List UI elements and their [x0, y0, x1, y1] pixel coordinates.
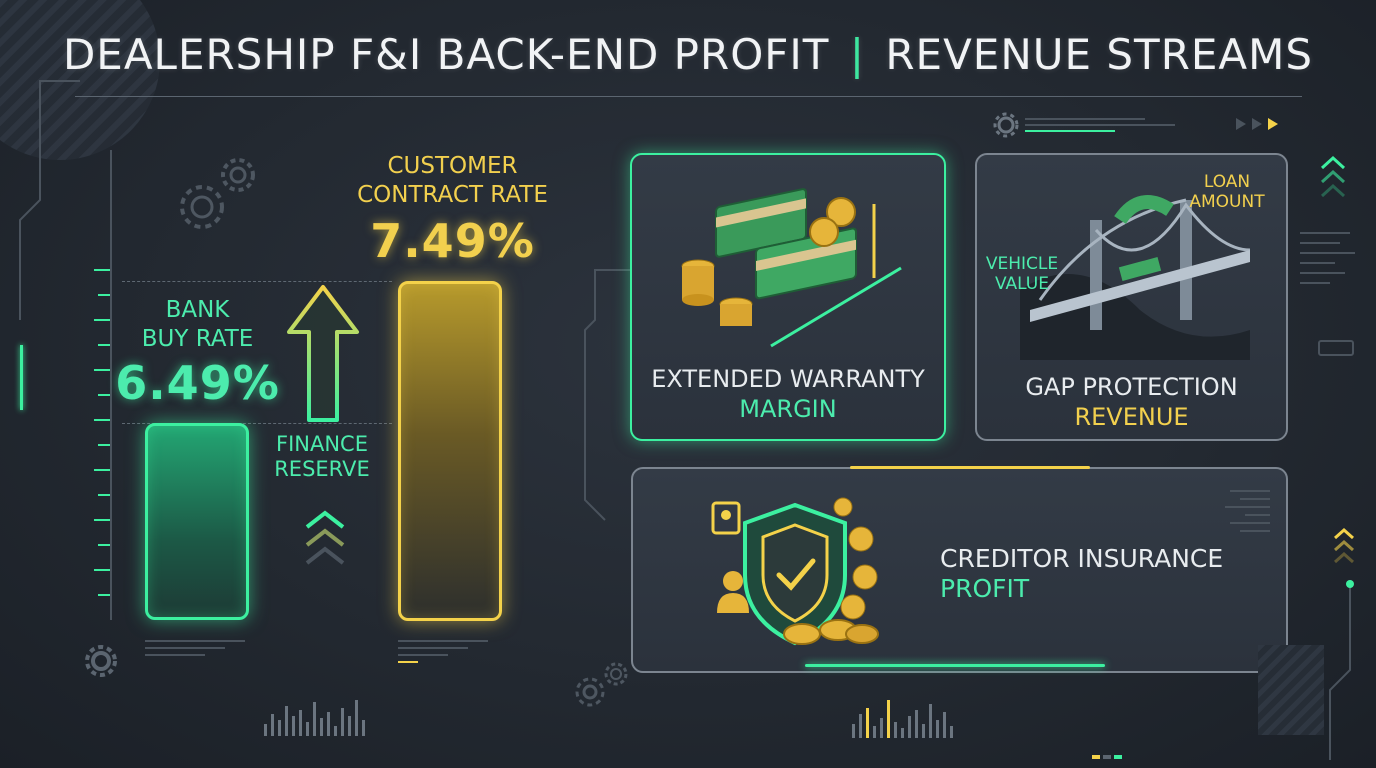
finance-reserve-arrow-icon [285, 284, 361, 428]
mini-bar-graph-decoration [852, 700, 957, 740]
card-lines-decoration [1220, 490, 1270, 538]
finance-reserve-label-line2: RESERVE [274, 457, 370, 481]
shield-check-icon [705, 495, 885, 659]
customer-contract-rate-label: CUSTOMER CONTRACT RATE [345, 152, 560, 210]
customer-contract-rate-label-line2: CONTRACT RATE [357, 182, 548, 208]
loan-amount-label: LOAN AMOUNT [1182, 172, 1272, 212]
extended-warranty-label: EXTENDED WARRANTY MARGIN [630, 364, 946, 424]
money-stack-icon [676, 186, 906, 360]
play-arrow-icon [1236, 116, 1286, 136]
gear-icon [572, 660, 632, 714]
title-part2: REVENUE STREAMS [885, 30, 1314, 79]
customer-contract-rate-label-line1: CUSTOMER [387, 153, 518, 179]
loan-amount-line2: AMOUNT [1189, 192, 1265, 212]
vehicle-value-line1: VEHICLE [985, 254, 1059, 274]
person-icon [717, 571, 749, 613]
status-dots-decoration [1092, 744, 1132, 759]
chevron-up-icon [303, 505, 347, 579]
finance-reserve-label: FINANCE RESERVE [262, 432, 382, 482]
tick-marks-decoration [94, 269, 110, 596]
chevron-up-icon [1332, 526, 1356, 570]
finance-reserve-label-line1: FINANCE [276, 432, 368, 456]
card-accent-bottom [805, 664, 1105, 667]
chart-footer-decoration [398, 640, 508, 663]
gap-protection-line2: REVENUE [1074, 403, 1189, 431]
vehicle-value-label: VEHICLE VALUE [980, 254, 1064, 294]
title-underline [75, 96, 1302, 97]
gear-icon [993, 112, 1019, 142]
creditor-insurance-card [631, 467, 1288, 673]
bank-buy-rate-label-line2: BUY RATE [141, 326, 254, 352]
coin-stack-icon [778, 612, 888, 656]
creditor-insurance-line2: PROFIT [940, 574, 1030, 603]
extended-warranty-line2: MARGIN [739, 395, 837, 423]
mini-bar-graph-decoration [264, 700, 369, 740]
chart-footer-decoration [145, 640, 255, 656]
hatch-decoration [1258, 645, 1324, 735]
gear-icon [84, 644, 118, 682]
bank-buy-rate-label: BANK BUY RATE [110, 296, 285, 354]
title-part1: DEALERSHIP F&I BACK-END PROFIT [62, 30, 830, 79]
customer-contract-rate-value: 7.49% [370, 214, 535, 268]
gap-protection-label: GAP PROTECTION REVENUE [975, 372, 1288, 432]
left-rail-decoration [110, 150, 112, 620]
page-title: DEALERSHIP F&I BACK-END PROFIT | REVENUE… [0, 30, 1376, 79]
loan-amount-line1: LOAN [1203, 172, 1251, 192]
data-readout-decoration [1300, 232, 1360, 284]
gap-protection-line1: GAP PROTECTION [1025, 373, 1238, 401]
bank-buy-rate-bar [145, 423, 249, 620]
creditor-insurance-line1: CREDITOR INSURANCE [940, 544, 1224, 573]
left-indicator-decoration [20, 345, 23, 410]
buy-rate-guide-line [122, 423, 392, 424]
chevron-up-icon [1318, 152, 1348, 206]
gear-icon [178, 155, 262, 239]
left-frame-decoration [19, 80, 80, 320]
connector-lines-decoration [584, 269, 630, 521]
extended-warranty-line1: EXTENDED WARRANTY [651, 365, 925, 393]
vehicle-value-line2: VALUE [995, 274, 1049, 294]
creditor-insurance-label: CREDITOR INSURANCE PROFIT [940, 544, 1223, 604]
bank-buy-rate-value: 6.49% [115, 356, 280, 410]
title-separator: | [849, 30, 865, 79]
card-accent-top [850, 466, 1090, 469]
bridge-icon [1020, 190, 1260, 364]
right-frame-decoration [1329, 580, 1354, 760]
status-bars-decoration [1025, 118, 1195, 132]
coin-stack-icon [681, 197, 856, 326]
connector-plug-decoration [1318, 340, 1354, 356]
customer-contract-rate-bar [398, 281, 502, 621]
bank-buy-rate-label-line1: BANK [165, 297, 230, 323]
contract-rate-guide-line [122, 281, 392, 282]
